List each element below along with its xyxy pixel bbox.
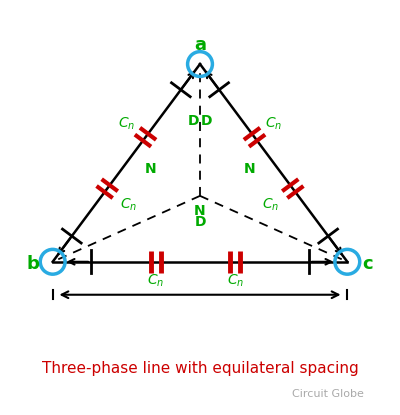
Text: c: c: [362, 255, 373, 273]
Text: $C_n$: $C_n$: [227, 272, 244, 288]
Text: N: N: [145, 162, 157, 176]
Text: $C_n$: $C_n$: [262, 197, 280, 213]
Text: D: D: [188, 114, 200, 128]
Text: Three-phase line with equilateral spacing: Three-phase line with equilateral spacin…: [42, 361, 358, 376]
Text: $C_n$: $C_n$: [118, 115, 136, 132]
Text: b: b: [26, 255, 39, 273]
Text: N: N: [194, 204, 206, 218]
Text: D: D: [194, 215, 206, 229]
Text: $C_n$: $C_n$: [147, 272, 164, 288]
Text: Circuit Globe: Circuit Globe: [292, 389, 364, 399]
Text: D: D: [200, 114, 212, 128]
Text: N: N: [243, 162, 255, 176]
Text: $C_n$: $C_n$: [264, 115, 282, 132]
Text: $C_n$: $C_n$: [120, 197, 138, 213]
Text: a: a: [194, 36, 206, 54]
